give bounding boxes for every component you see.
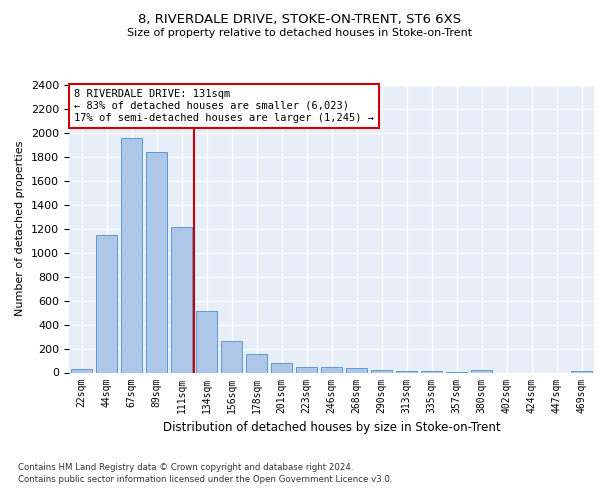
Bar: [71, 369, 92, 372]
Text: Contains public sector information licensed under the Open Government Licence v3: Contains public sector information licen…: [18, 475, 392, 484]
X-axis label: Distribution of detached houses by size in Stoke-on-Trent: Distribution of detached houses by size …: [163, 421, 500, 434]
Bar: [396, 370, 417, 372]
Bar: [321, 367, 342, 372]
Bar: [571, 370, 592, 372]
Bar: [96, 234, 117, 372]
Bar: [121, 138, 142, 372]
Text: 8, RIVERDALE DRIVE, STOKE-ON-TRENT, ST6 6XS: 8, RIVERDALE DRIVE, STOKE-ON-TRENT, ST6 …: [139, 12, 461, 26]
Bar: [346, 368, 367, 372]
Bar: [471, 370, 492, 372]
Y-axis label: Number of detached properties: Number of detached properties: [16, 141, 25, 316]
Bar: [246, 354, 267, 372]
Bar: [146, 152, 167, 372]
Bar: [196, 311, 217, 372]
Bar: [171, 227, 192, 372]
Text: Contains HM Land Registry data © Crown copyright and database right 2024.: Contains HM Land Registry data © Crown c…: [18, 462, 353, 471]
Text: Size of property relative to detached houses in Stoke-on-Trent: Size of property relative to detached ho…: [127, 28, 473, 38]
Bar: [221, 341, 242, 372]
Bar: [371, 370, 392, 372]
Bar: [296, 366, 317, 372]
Bar: [271, 363, 292, 372]
Text: 8 RIVERDALE DRIVE: 131sqm
← 83% of detached houses are smaller (6,023)
17% of se: 8 RIVERDALE DRIVE: 131sqm ← 83% of detac…: [74, 90, 374, 122]
